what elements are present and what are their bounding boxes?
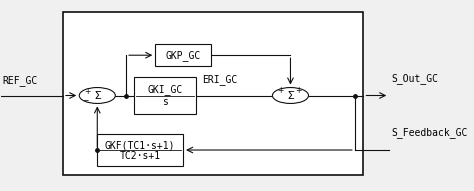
Text: ERI_GC: ERI_GC	[202, 74, 238, 85]
Bar	[155, 44, 211, 66]
Text: TC2·s+1: TC2·s+1	[119, 151, 161, 161]
Text: Σ: Σ	[94, 91, 100, 100]
Text: s: s	[162, 97, 168, 107]
Text: +: +	[295, 86, 302, 95]
Text: S_Feedback_GC: S_Feedback_GC	[392, 128, 468, 138]
Bar	[134, 78, 196, 113]
Text: GKF(TC1·s+1): GKF(TC1·s+1)	[105, 140, 175, 150]
Text: GKP_GC: GKP_GC	[165, 50, 201, 61]
Bar	[63, 12, 364, 175]
Text: Σ: Σ	[287, 91, 294, 100]
Text: −: −	[82, 96, 89, 105]
Circle shape	[273, 87, 309, 104]
Text: +: +	[84, 87, 91, 96]
Text: REF_GC: REF_GC	[3, 75, 38, 86]
Text: +: +	[277, 86, 284, 95]
Text: S_Out_GC: S_Out_GC	[392, 73, 438, 84]
Bar	[97, 134, 183, 166]
Circle shape	[79, 87, 115, 104]
Text: GKI_GC: GKI_GC	[147, 84, 182, 95]
